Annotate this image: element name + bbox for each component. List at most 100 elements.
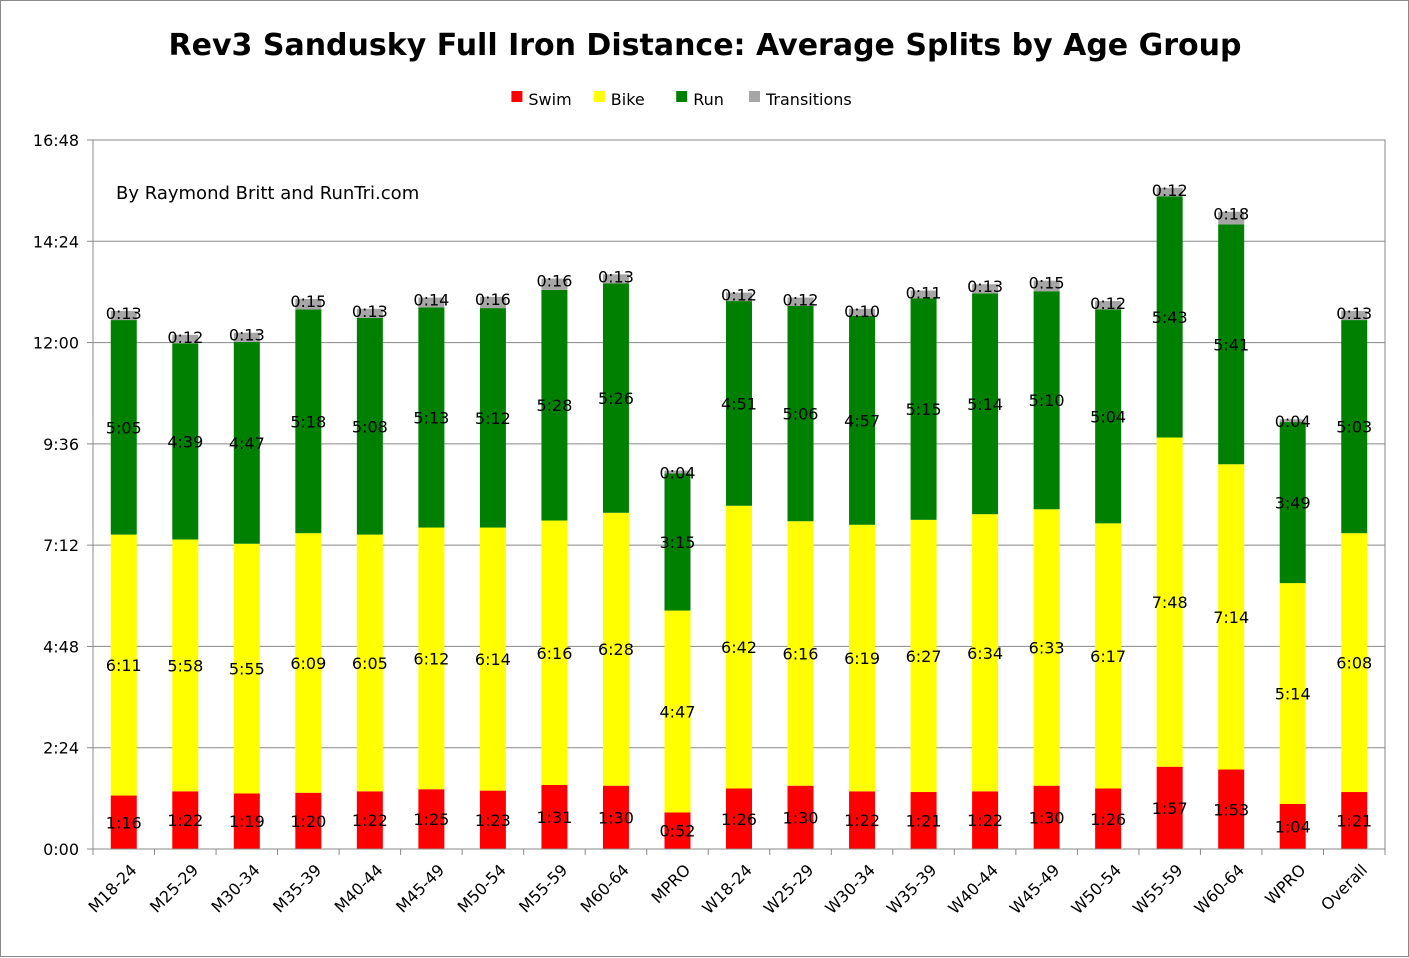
data-label: 6:16	[536, 644, 572, 663]
bar-segment-bike	[356, 534, 383, 792]
bar-segment-run	[787, 305, 814, 522]
bar-segment-swim	[1033, 785, 1060, 849]
bar-segment-run	[1033, 291, 1060, 510]
data-label: 0:13	[598, 267, 634, 286]
bar-segment-transitions	[726, 292, 752, 302]
bar-segment-swim	[664, 812, 691, 849]
data-label: 5:06	[783, 405, 819, 424]
bar-segment-transitions	[1156, 187, 1183, 197]
bar-stack: 1:22 6:19 4:57 0:10	[844, 302, 880, 849]
bar-segment-transitions	[972, 284, 999, 294]
data-label: 6:05	[352, 654, 388, 673]
data-label: 0:13	[229, 326, 265, 345]
data-label: 5:41	[1213, 335, 1249, 354]
y-tick-label: 14:24	[33, 232, 79, 251]
bar-segment-run	[1156, 196, 1183, 438]
legend-label: Swim	[528, 90, 571, 109]
bar-segment-bike	[1341, 533, 1368, 793]
data-label: 5:14	[1275, 685, 1311, 704]
bar-segment-transitions	[172, 334, 199, 344]
x-tick-label: M50-54	[454, 860, 510, 916]
x-tick-label: W18-24	[698, 860, 755, 917]
data-label: 1:22	[352, 811, 388, 830]
x-tick-label: Overall	[1317, 860, 1371, 914]
data-label: 5:43	[1152, 308, 1188, 327]
bar-segment-swim	[849, 791, 876, 849]
bar-segment-bike	[418, 527, 445, 790]
bar-segment-bike	[1156, 437, 1183, 767]
data-label: 0:52	[660, 822, 696, 841]
data-label: 5:14	[967, 395, 1003, 414]
x-tick-label: M35-39	[269, 860, 325, 916]
data-label: 0:15	[290, 292, 326, 311]
bar-segment-bike	[910, 519, 937, 793]
data-label: 6:33	[1029, 638, 1065, 657]
data-label: 0:10	[844, 302, 880, 321]
data-label: 6:16	[783, 644, 819, 663]
y-tick-label: 9:36	[43, 435, 79, 454]
legend-swatch	[593, 91, 605, 102]
data-label: 4:47	[660, 702, 696, 721]
legend-item-run: Run	[676, 90, 724, 109]
bar-segment-swim	[172, 791, 199, 849]
y-axis: 0:00 2:24 4:48 7:12 9:36 12:00 14:24 16:48	[33, 131, 94, 859]
bar-segment-run	[479, 308, 506, 528]
bar-stack: 1:30 6:28 5:26 0:13	[598, 267, 634, 849]
x-tick-label: MPRO	[648, 860, 695, 907]
chart-title: Rev3 Sandusky Full Iron Distance: Averag…	[169, 28, 1242, 63]
data-label: 7:14	[1213, 608, 1249, 627]
data-label: 5:10	[1029, 391, 1065, 410]
bar-segment-transitions	[1033, 280, 1060, 292]
data-label: 0:04	[660, 464, 696, 483]
x-tick-label: M40-44	[331, 860, 387, 916]
bar-stack: 1:16 6:11 5:05 0:13	[106, 304, 142, 849]
bar-segment-transitions	[1279, 419, 1306, 423]
bar-segment-swim	[972, 791, 999, 849]
x-tick-label: WPRO	[1261, 860, 1309, 908]
x-tick-label: W25-29	[760, 860, 817, 917]
bar-segment-run	[418, 307, 445, 528]
y-tick-label: 2:24	[43, 739, 79, 758]
bar-segment-transitions	[602, 274, 629, 284]
data-label: 6:12	[413, 649, 449, 668]
x-tick-label: M18-24	[85, 860, 141, 916]
bar-segment-run	[541, 289, 568, 521]
bar-segment-swim	[295, 792, 322, 849]
data-label: 0:18	[1213, 205, 1249, 224]
data-label: 5:28	[536, 396, 572, 415]
legend-item-transitions: Transitions	[749, 90, 852, 109]
legend-swatch	[676, 91, 688, 102]
bar-segment-bike	[479, 527, 506, 791]
bar-segment-bike	[110, 534, 137, 796]
data-label: 5:58	[167, 656, 203, 675]
y-tick-label: 12:00	[33, 334, 79, 353]
x-tick-label: W60-64	[1191, 860, 1248, 917]
data-label: 1:22	[967, 811, 1003, 830]
data-label: 6:28	[598, 640, 634, 659]
data-label: 1:22	[844, 811, 880, 830]
x-tick-label: M60-64	[577, 860, 633, 916]
bar-segment-bike	[233, 543, 260, 794]
bar-segment-swim	[418, 789, 445, 849]
bar-stack: 1:57 7:48 5:43 0:12	[1152, 181, 1188, 849]
bar-segment-swim	[1156, 766, 1183, 849]
bar-segment-transitions	[418, 297, 445, 308]
legend-swatch	[749, 91, 760, 102]
bar-stack: 1:20 6:09 5:18 0:15	[290, 292, 326, 849]
bar-segment-swim	[1341, 792, 1368, 849]
bar-segment-swim	[1095, 788, 1122, 849]
data-label: 1:21	[1336, 812, 1372, 831]
bar-segment-run	[602, 283, 629, 513]
bar-segment-run	[1279, 422, 1306, 584]
bar-stack: 1:22 6:05 5:08 0:13	[352, 302, 388, 849]
data-label: 1:23	[475, 811, 511, 830]
bar-segment-bike	[849, 524, 876, 792]
x-tick-label: W35-39	[883, 860, 940, 917]
bar-segment-swim	[479, 790, 506, 849]
data-label: 4:51	[721, 394, 757, 413]
bar-segment-bike	[726, 505, 752, 789]
bar-segment-transitions	[295, 298, 322, 310]
bar-stack: 0:52 4:47 3:15 0:04	[660, 464, 696, 849]
bar-segment-run	[664, 473, 691, 611]
bar-segment-bike	[1095, 523, 1122, 789]
